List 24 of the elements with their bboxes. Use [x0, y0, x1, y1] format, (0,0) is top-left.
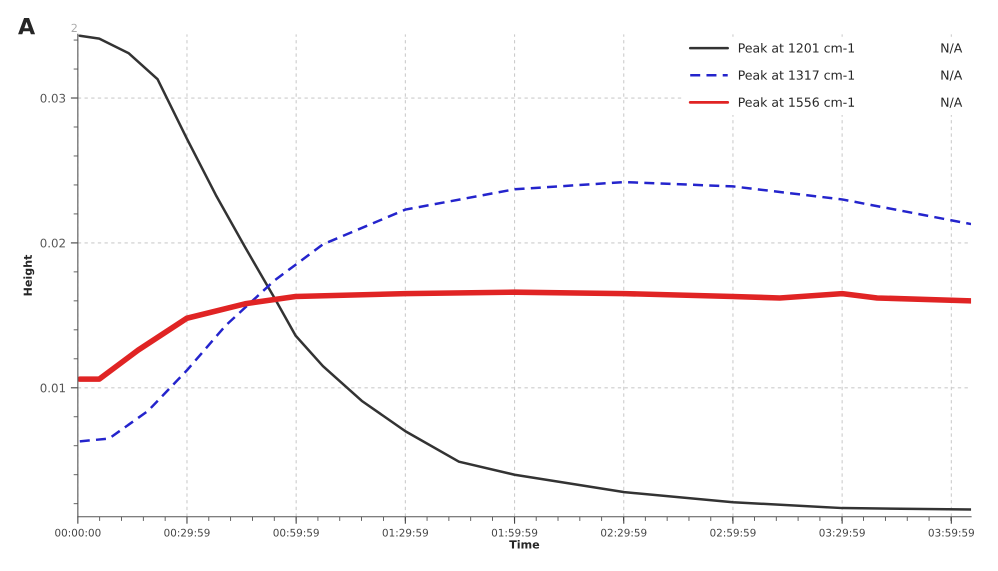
x-tick-label: 01:59:59	[492, 528, 538, 537]
x-tick-label: 01:29:59	[382, 528, 428, 537]
x-tick-label: 03:29:59	[819, 528, 865, 537]
x-tick-label: 00:59:59	[273, 528, 319, 537]
x-tick-label: 03:59:59	[928, 528, 974, 537]
x-tick-label: 00:29:59	[164, 528, 210, 537]
annotation: N/A	[941, 98, 962, 108]
y-tick-label: 0.01	[40, 384, 65, 392]
text: 2	[72, 24, 77, 32]
legend-label: Peak at 1317 cm-1	[738, 70, 854, 80]
x-axis-title: Time	[509, 540, 540, 549]
annotation: N/A	[941, 70, 962, 81]
legend-label: Peak at 1556 cm-1	[738, 97, 854, 107]
y-tick-label: 0.03	[40, 94, 66, 103]
x-tick-label: 00:00:00	[55, 528, 101, 537]
line-series	[78, 180, 972, 443]
x-tick-label: 02:59:59	[710, 528, 756, 537]
x-tick-label: 02:29:59	[601, 528, 646, 537]
y-axis-title: Height	[23, 254, 34, 296]
y-tick-label: 0.02	[40, 238, 65, 248]
legend-label: Peak at 1201 cm-1	[738, 43, 854, 53]
text: A	[18, 18, 36, 34]
annotation: N/A	[941, 43, 962, 54]
line-series	[78, 34, 972, 511]
